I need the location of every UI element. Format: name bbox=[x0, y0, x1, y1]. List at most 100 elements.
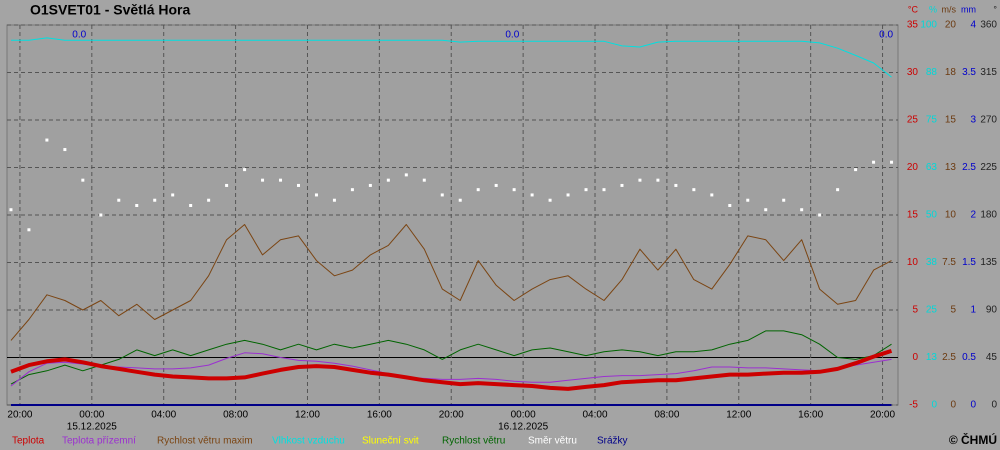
wind-direction-dot bbox=[602, 188, 606, 192]
wind-direction-dot bbox=[350, 188, 354, 192]
chart-title: O1SVET01 - Světlá Hora bbox=[30, 2, 191, 18]
y-tick-label: 13 bbox=[926, 352, 938, 363]
axis-unit: % bbox=[929, 4, 937, 14]
x-tick-label: 04:00 bbox=[582, 410, 607, 421]
wind-direction-dot bbox=[99, 213, 103, 217]
y-tick-label: 225 bbox=[980, 162, 997, 173]
wind-direction-dot bbox=[584, 188, 588, 192]
wind-direction-dot bbox=[117, 198, 121, 202]
wind-direction-dot bbox=[279, 178, 283, 182]
wind-direction-dot bbox=[27, 228, 31, 232]
wind-direction-dot bbox=[386, 178, 390, 182]
legend-entry: Rychlost větru bbox=[442, 436, 505, 447]
wind-direction-dot bbox=[135, 204, 139, 207]
wind-direction-dot bbox=[710, 193, 714, 197]
wind-direction-dot bbox=[243, 168, 247, 172]
annotation: 0.0 bbox=[505, 30, 519, 41]
credit: © ČHMÚ bbox=[949, 432, 997, 447]
wind-direction-dot bbox=[530, 193, 534, 197]
wind-direction-dot bbox=[620, 183, 624, 187]
y-tick-label: 0 bbox=[970, 400, 976, 411]
y-tick-label: 10 bbox=[907, 257, 919, 268]
y-tick-label: 180 bbox=[980, 210, 997, 221]
x-tick-label: 20:00 bbox=[7, 410, 32, 421]
x-tick-label: 20:00 bbox=[439, 410, 464, 421]
wind-direction-dot bbox=[422, 178, 426, 182]
y-tick-label: 2.5 bbox=[962, 162, 976, 173]
y-tick-label: 1 bbox=[970, 305, 976, 316]
y-tick-label: 4 bbox=[970, 20, 976, 31]
wind-direction-dot bbox=[207, 198, 211, 202]
y-tick-label: 18 bbox=[945, 67, 957, 78]
y-tick-label: 5 bbox=[950, 305, 956, 316]
date-label: 15.12.2025 bbox=[67, 422, 117, 433]
axis-unit: mm bbox=[961, 4, 976, 14]
y-tick-label: 0 bbox=[991, 400, 997, 411]
wind-direction-dot bbox=[782, 198, 786, 202]
series-line bbox=[10, 224, 892, 341]
y-tick-label: -5 bbox=[909, 400, 918, 411]
x-tick-label: 00:00 bbox=[79, 410, 104, 421]
wind-direction-dot bbox=[836, 188, 840, 192]
wind-direction-dot bbox=[692, 188, 696, 192]
wind-direction-dot bbox=[854, 168, 858, 172]
wind-direction-dot bbox=[189, 204, 193, 207]
y-tick-label: 0 bbox=[931, 400, 937, 411]
y-tick-label: 100 bbox=[920, 20, 937, 31]
series-line bbox=[11, 37, 892, 78]
annotation: 0.0 bbox=[879, 30, 893, 41]
y-tick-label: 2 bbox=[970, 210, 976, 221]
wind-direction-dot bbox=[296, 183, 300, 187]
legend-entry: Rychlost větru maxim bbox=[157, 436, 253, 447]
y-tick-label: 2.5 bbox=[942, 352, 956, 363]
wind-direction-dot bbox=[153, 198, 157, 202]
y-tick-label: 25 bbox=[926, 305, 938, 316]
wind-direction-dot bbox=[674, 183, 678, 187]
wind-direction-dot bbox=[512, 188, 516, 192]
y-tick-label: 15 bbox=[945, 115, 957, 126]
wind-direction-dot bbox=[225, 183, 229, 187]
wind-direction-dot bbox=[45, 138, 49, 142]
y-tick-label: 5 bbox=[912, 305, 918, 316]
y-tick-label: 270 bbox=[980, 115, 997, 126]
y-tick-label: 3.5 bbox=[962, 67, 976, 78]
wind-direction-dot bbox=[9, 208, 13, 212]
x-tick-label: 12:00 bbox=[726, 410, 751, 421]
wind-direction-dot bbox=[746, 198, 750, 202]
y-tick-label: 15 bbox=[907, 210, 919, 221]
y-tick-label: 35 bbox=[907, 20, 919, 31]
y-tick-label: 360 bbox=[980, 20, 997, 31]
x-tick-label: 16:00 bbox=[798, 410, 823, 421]
wind-direction-dot bbox=[404, 173, 408, 177]
y-tick-label: 10 bbox=[945, 210, 957, 221]
wind-direction-dot bbox=[332, 198, 336, 202]
y-tick-label: 3 bbox=[970, 115, 976, 126]
wind-direction-dot bbox=[638, 178, 642, 182]
x-tick-label: 08:00 bbox=[654, 410, 679, 421]
axis-unit: m/s bbox=[942, 4, 957, 14]
wind-direction-dot bbox=[171, 193, 175, 197]
x-tick-label: 16:00 bbox=[367, 410, 392, 421]
wind-direction-dot bbox=[458, 198, 462, 202]
wind-direction-dot bbox=[261, 178, 265, 182]
wind-direction-dot bbox=[548, 198, 552, 202]
wind-direction-dot bbox=[494, 183, 498, 187]
wind-direction-dot bbox=[81, 178, 85, 182]
wind-direction-dot bbox=[890, 160, 894, 164]
series-line bbox=[10, 348, 893, 391]
y-tick-label: 90 bbox=[986, 305, 998, 316]
wind-direction-dot bbox=[818, 213, 822, 217]
y-tick-label: 45 bbox=[986, 352, 998, 363]
y-tick-label: 0.5 bbox=[962, 352, 976, 363]
wind-direction-dot bbox=[656, 178, 660, 182]
y-tick-label: 1.5 bbox=[962, 257, 976, 268]
y-tick-label: 7.5 bbox=[942, 257, 956, 268]
annotation: 0.0 bbox=[72, 30, 86, 41]
x-tick-label: 04:00 bbox=[151, 410, 176, 421]
wind-direction-dot bbox=[764, 208, 768, 212]
x-tick-label: 12:00 bbox=[295, 410, 320, 421]
series-line bbox=[10, 330, 892, 385]
wind-direction-dot bbox=[63, 148, 67, 152]
